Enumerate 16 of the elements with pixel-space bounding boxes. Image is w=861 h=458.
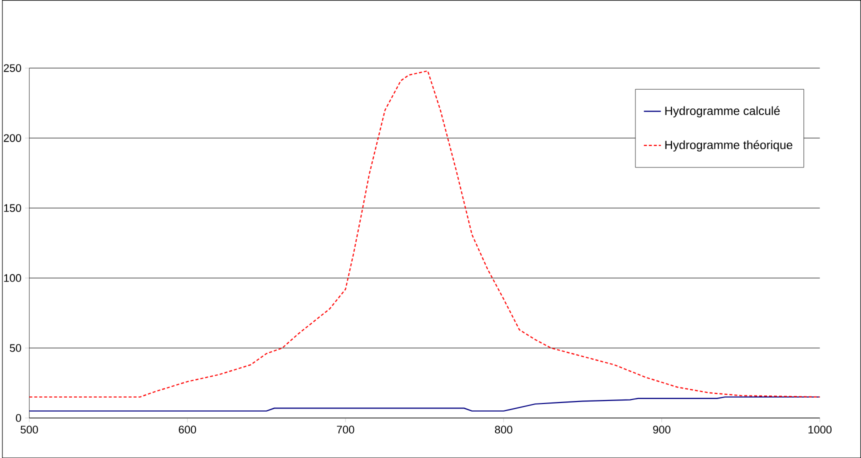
legend-label: Hydrogramme théorique bbox=[665, 140, 792, 152]
line-series bbox=[28, 396, 820, 412]
x-tick-label: 700 bbox=[336, 426, 354, 434]
y-tick-label: 200 bbox=[4, 134, 22, 142]
x-tick-label: 500 bbox=[20, 426, 38, 434]
y-tick-label: 0 bbox=[16, 414, 22, 422]
y-tick-label: 150 bbox=[4, 204, 22, 212]
y-tick-label: 100 bbox=[4, 274, 22, 282]
legend-label: Hydrogramme calculé bbox=[665, 106, 780, 118]
y-tick-label: 50 bbox=[10, 344, 22, 352]
x-tick-label: 900 bbox=[653, 426, 670, 434]
x-tick-label: 800 bbox=[494, 426, 512, 434]
x-tick-label: 1000 bbox=[808, 426, 832, 434]
y-tick-label: 250 bbox=[4, 64, 22, 72]
line-series bbox=[28, 70, 820, 398]
x-tick-label: 600 bbox=[178, 426, 196, 434]
